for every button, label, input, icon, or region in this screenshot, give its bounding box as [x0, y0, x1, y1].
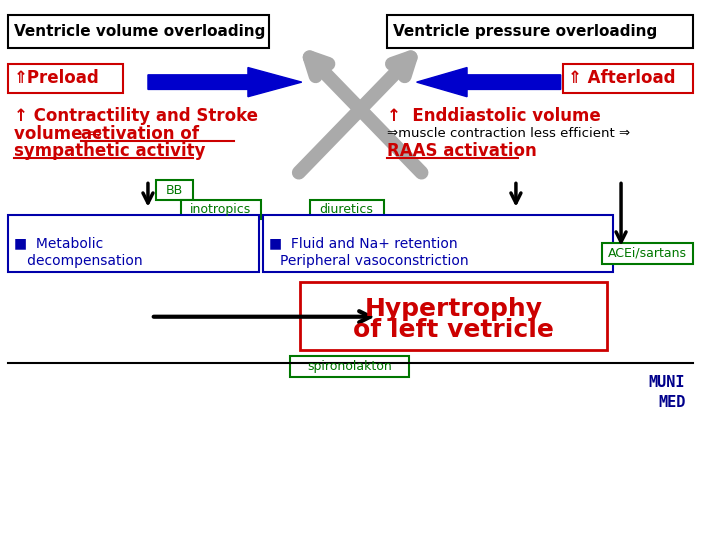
FancyBboxPatch shape: [562, 64, 693, 93]
Text: ⇑ Afterload: ⇑ Afterload: [569, 69, 676, 87]
FancyBboxPatch shape: [181, 200, 261, 219]
Text: ⇑Preload: ⇑Preload: [14, 69, 99, 87]
Polygon shape: [148, 68, 302, 97]
Text: of left vetricle: of left vetricle: [354, 319, 554, 342]
Text: ACEi/sartans: ACEi/sartans: [608, 247, 687, 260]
Text: spironolakton: spironolakton: [307, 360, 392, 373]
FancyBboxPatch shape: [8, 15, 269, 48]
Text: ↑ Contractility and Stroke: ↑ Contractility and Stroke: [14, 107, 258, 125]
Text: inotropics: inotropics: [190, 203, 251, 216]
FancyBboxPatch shape: [156, 180, 193, 200]
Text: ⇒muscle contraction less efficient ⇒: ⇒muscle contraction less efficient ⇒: [387, 127, 631, 140]
Text: Peripheral vasoconstriction: Peripheral vasoconstriction: [280, 254, 469, 268]
FancyBboxPatch shape: [387, 15, 693, 48]
Text: ■  Fluid and Na+ retention: ■ Fluid and Na+ retention: [269, 237, 457, 251]
Text: decompensation: decompensation: [14, 254, 143, 268]
Text: activation of: activation of: [81, 125, 199, 143]
FancyBboxPatch shape: [290, 356, 409, 377]
Text: Hypertrophy: Hypertrophy: [364, 297, 543, 321]
FancyBboxPatch shape: [300, 282, 608, 350]
Text: RAAS activation: RAAS activation: [387, 142, 537, 160]
FancyBboxPatch shape: [310, 200, 384, 219]
FancyBboxPatch shape: [602, 243, 693, 264]
Polygon shape: [417, 68, 561, 97]
Text: ■  Metabolic: ■ Metabolic: [14, 237, 103, 251]
FancyBboxPatch shape: [263, 215, 613, 272]
Text: MUNI
MED: MUNI MED: [649, 375, 685, 410]
FancyBboxPatch shape: [8, 215, 259, 272]
FancyBboxPatch shape: [8, 64, 122, 93]
Text: BB: BB: [166, 184, 183, 197]
Text: sympathetic activity: sympathetic activity: [14, 142, 205, 160]
Text: Ventricle volume overloading: Ventricle volume overloading: [14, 24, 265, 39]
Text: Ventricle pressure overloading: Ventricle pressure overloading: [393, 24, 657, 39]
Text: volume ⇒: volume ⇒: [14, 125, 107, 143]
Text: ↑  Enddiastolic volume: ↑ Enddiastolic volume: [387, 107, 601, 125]
Text: diuretics: diuretics: [320, 203, 374, 216]
